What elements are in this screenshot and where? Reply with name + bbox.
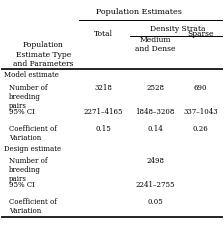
Text: Sparse: Sparse: [187, 30, 214, 38]
Text: 0.14: 0.14: [147, 125, 163, 133]
Text: Number of
breeding
pairs: Number of breeding pairs: [9, 84, 48, 110]
Text: Design estimate: Design estimate: [4, 145, 61, 153]
Text: Medium
and Dense: Medium and Dense: [135, 36, 175, 53]
Text: 3218: 3218: [94, 84, 112, 92]
Text: Total: Total: [94, 30, 113, 38]
Text: Population Estimates: Population Estimates: [96, 8, 181, 16]
Text: 1848–3208: 1848–3208: [136, 108, 175, 116]
Text: 690: 690: [194, 84, 207, 92]
Text: 0.26: 0.26: [193, 125, 208, 133]
Text: Number of
breeding
pairs: Number of breeding pairs: [9, 157, 48, 183]
Text: Coefficient of
Variation: Coefficient of Variation: [9, 125, 57, 142]
Text: 2498: 2498: [146, 157, 164, 165]
Text: 2241–2755: 2241–2755: [135, 181, 175, 189]
Text: 2528: 2528: [146, 84, 164, 92]
Text: Population
Estimate Type
and Parameters: Population Estimate Type and Parameters: [13, 41, 74, 68]
Text: Coefficient of
Variation: Coefficient of Variation: [9, 198, 57, 215]
Text: 0.15: 0.15: [95, 125, 111, 133]
Text: 95% CI: 95% CI: [9, 181, 35, 189]
Text: 0.05: 0.05: [147, 198, 163, 206]
Text: Model estimate: Model estimate: [4, 71, 58, 79]
Text: 337–1043: 337–1043: [183, 108, 218, 116]
Text: 2271–4165: 2271–4165: [83, 108, 123, 116]
Text: Density Strata: Density Strata: [149, 25, 205, 33]
Text: 95% CI: 95% CI: [9, 108, 35, 116]
